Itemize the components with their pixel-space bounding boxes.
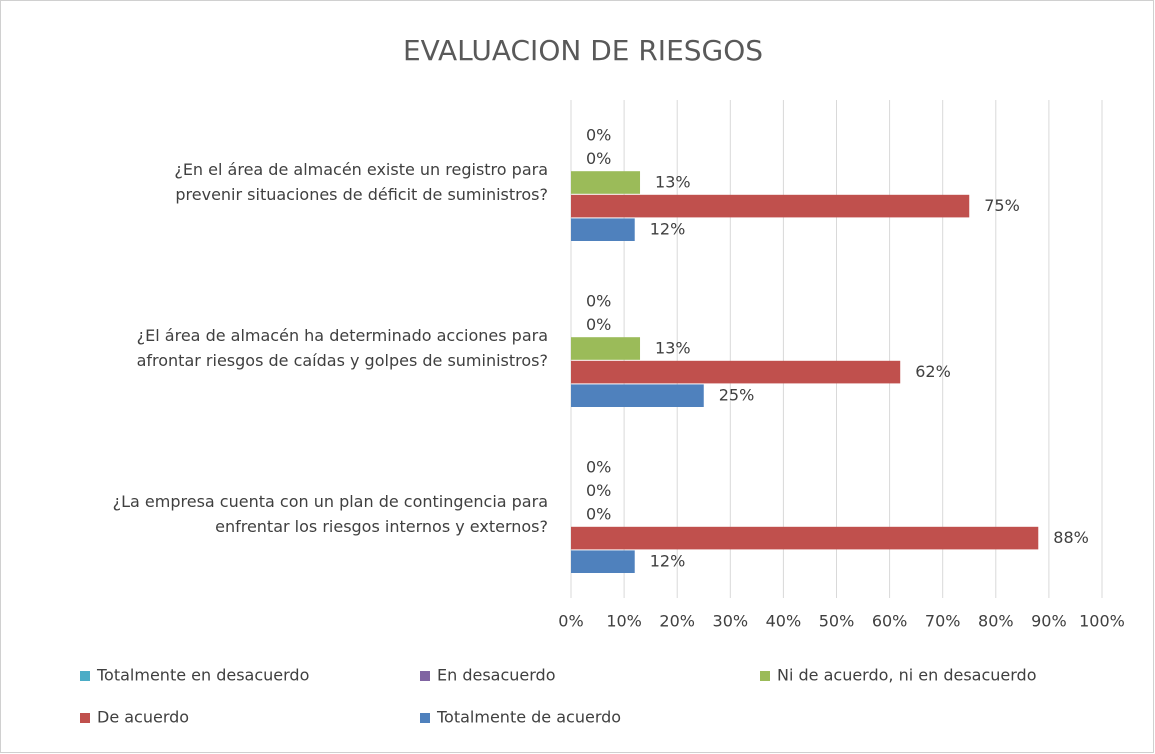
bar: [571, 360, 901, 384]
legend-label: De acuerdo: [97, 708, 189, 727]
value-label: 25%: [719, 386, 755, 405]
value-label: 0%: [586, 481, 611, 500]
legend-label: Totalmente de acuerdo: [436, 708, 621, 727]
legend-label: En desacuerdo: [437, 666, 556, 685]
x-tick-label: 100%: [1079, 612, 1125, 631]
value-label: 12%: [650, 552, 686, 571]
legend-swatch: [80, 713, 90, 723]
bar: [571, 550, 635, 573]
value-label: 13%: [655, 339, 691, 358]
value-label: 0%: [586, 125, 611, 144]
value-label: 62%: [915, 362, 951, 381]
legend-swatch: [80, 671, 90, 681]
legend-swatch: [420, 713, 430, 723]
legend-swatch: [760, 671, 770, 681]
legend-swatch: [420, 671, 430, 681]
value-label: 12%: [650, 220, 686, 239]
y-tick-label: ¿El área de almacén ha determinado accio…: [137, 326, 548, 345]
y-tick-label: enfrentar los riesgos internos y externo…: [215, 517, 548, 536]
value-label: 75%: [984, 196, 1020, 215]
x-tick-label: 90%: [1031, 612, 1067, 631]
bar: [571, 194, 970, 218]
value-label: 0%: [586, 149, 611, 168]
value-label: 0%: [586, 457, 611, 476]
chart-title: EVALUACION DE RIESGOS: [403, 34, 763, 67]
value-label: 13%: [655, 173, 691, 192]
y-tick-label: prevenir situaciones de déficit de sumin…: [175, 185, 548, 204]
x-tick-label: 10%: [606, 612, 642, 631]
value-label: 0%: [586, 315, 611, 334]
x-tick-label: 0%: [558, 612, 583, 631]
bar: [571, 384, 704, 407]
value-label: 0%: [586, 291, 611, 310]
x-tick-label: 50%: [819, 612, 855, 631]
x-tick-label: 30%: [713, 612, 749, 631]
x-tick-label: 60%: [872, 612, 908, 631]
legend-label: Totalmente en desacuerdo: [96, 666, 309, 685]
x-tick-label: 80%: [978, 612, 1014, 631]
bar: [571, 218, 635, 241]
y-tick-label: ¿La empresa cuenta con un plan de contin…: [113, 492, 548, 511]
y-tick-label: ¿En el área de almacén existe un registr…: [174, 160, 548, 179]
bar: [571, 171, 641, 194]
x-tick-label: 70%: [925, 612, 961, 631]
x-tick-label: 40%: [766, 612, 802, 631]
y-tick-label: afrontar riesgos de caídas y golpes de s…: [137, 351, 548, 370]
bar: [571, 337, 641, 360]
bar: [571, 526, 1039, 550]
value-label: 88%: [1053, 528, 1089, 547]
x-tick-label: 20%: [659, 612, 695, 631]
value-label: 0%: [586, 505, 611, 524]
legend-label: Ni de acuerdo, ni en desacuerdo: [777, 666, 1037, 685]
